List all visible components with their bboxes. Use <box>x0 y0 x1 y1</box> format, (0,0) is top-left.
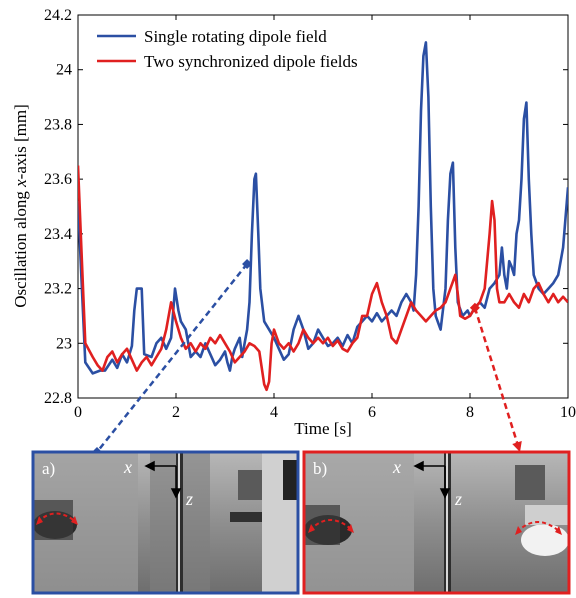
inset-b-frame <box>302 450 571 595</box>
y-tick-label: 24.2 <box>44 7 72 24</box>
inset-a-axis-x: x <box>123 457 132 477</box>
inset-b-axis-z: z <box>454 489 462 509</box>
legend: Single rotating dipole field Two synchro… <box>97 27 358 71</box>
x-tick-label: 6 <box>368 404 376 421</box>
inset-a-label: a) <box>42 459 55 478</box>
callout-marker <box>242 258 253 269</box>
inset-b: b) x z <box>302 450 571 595</box>
y-tick-label: 24 <box>56 62 72 79</box>
y-axis-label-suffix: -axis [mm] <box>11 104 30 179</box>
x-tick-label: 0 <box>74 404 82 421</box>
callout-marker <box>469 302 480 313</box>
x-tick-label: 4 <box>270 404 278 421</box>
inset-a-frame <box>31 450 300 595</box>
inset-b-axis-x: x <box>392 457 401 477</box>
oscillation-arrow-icon <box>516 521 561 533</box>
inset-a-axis-z: z <box>185 489 193 509</box>
x-tick-label: 2 <box>172 404 180 421</box>
y-tick-label: 23.2 <box>44 281 72 298</box>
series-line-single-rotating <box>78 41 568 375</box>
callout-line <box>473 307 522 453</box>
y-axis-label: Oscillation along x-axis [mm] <box>11 104 30 308</box>
axes-arrows-icon <box>413 460 451 499</box>
callout-arrowhead <box>512 440 522 452</box>
x-tick-label: 10 <box>560 404 576 421</box>
y-tick-label: 23.8 <box>44 116 72 133</box>
legend-label-0: Single rotating dipole field <box>144 27 327 46</box>
series-line-two-synchronized <box>78 165 568 392</box>
y-tick-label: 23.6 <box>44 171 72 188</box>
y-axis: 22.8 23 23.2 23.4 23.6 23.8 24 24.2 <box>44 7 568 407</box>
axes-arrows-icon <box>144 460 182 499</box>
callouts <box>92 258 522 457</box>
y-tick-label: 23 <box>56 335 72 352</box>
inset-a: a) x z <box>31 450 300 595</box>
y-axis-label-var: x <box>11 179 30 188</box>
legend-label-1: Two synchronized dipole fields <box>144 52 358 71</box>
oscillation-arrow-icon <box>309 519 353 531</box>
inset-b-label: b) <box>313 459 327 478</box>
y-axis-label-prefix: Oscillation along <box>11 187 30 308</box>
x-axis: 0 2 4 6 8 10 <box>74 15 576 421</box>
callout-line <box>96 263 249 453</box>
y-tick-label: 22.8 <box>44 390 72 407</box>
y-tick-label: 23.4 <box>44 226 72 243</box>
x-tick-label: 8 <box>466 404 474 421</box>
plot-frame <box>77 14 569 399</box>
x-axis-label: Time [s] <box>294 419 351 438</box>
